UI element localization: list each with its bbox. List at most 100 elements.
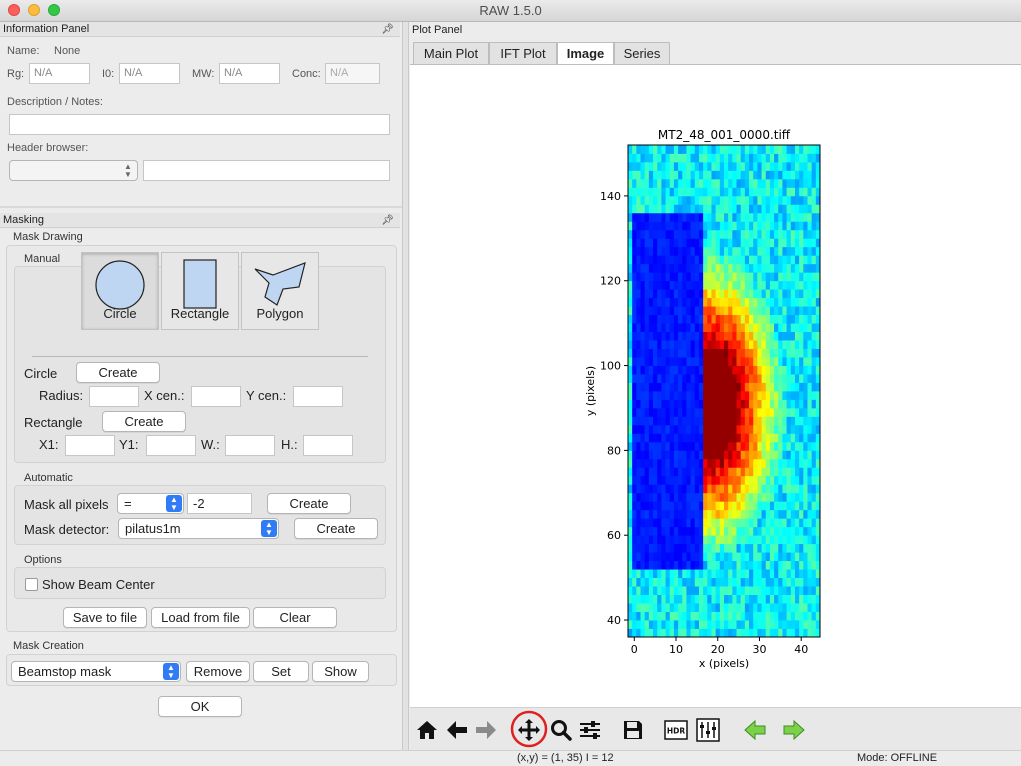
pin-icon[interactable]: 📌︎	[381, 215, 394, 226]
save-icon[interactable]	[621, 718, 645, 742]
chart-title: MT2_48_001_0000.tiff	[658, 128, 791, 142]
mask-detector-label: Mask detector:	[24, 522, 110, 537]
notes-label: Description / Notes:	[7, 96, 103, 108]
masking-panel-header: Masking 📌︎	[0, 213, 400, 228]
chevron-updown-icon: ▲ ▼	[166, 495, 182, 512]
header-browser-select[interactable]: ▲ ▼	[9, 160, 138, 181]
x-tick-label: 0	[631, 643, 638, 656]
mw-field[interactable]: N/A	[219, 63, 280, 84]
w-label: W.:	[201, 437, 220, 452]
zoom-window-button[interactable]	[48, 4, 60, 16]
heatmap-cells	[628, 145, 821, 638]
configure-subplots-icon[interactable]	[578, 718, 602, 742]
manual-label: Manual	[24, 253, 61, 265]
rectangle-create-button[interactable]: Create	[102, 411, 186, 432]
tab-series[interactable]: Series	[614, 42, 670, 64]
next-image-icon[interactable]	[782, 718, 806, 742]
radius-input[interactable]	[89, 386, 139, 407]
vertical-splitter[interactable]	[402, 22, 409, 750]
mw-label: MW:	[192, 68, 215, 80]
axes-frame	[627, 144, 821, 638]
hdr-icon[interactable]: HDR	[664, 718, 688, 742]
chevron-updown-icon: ▲ ▼	[124, 162, 132, 179]
header-browser-value[interactable]	[143, 160, 390, 181]
axis-ticks: 0 10 20 30 40 40 60 80 100 120 140	[600, 190, 808, 656]
information-panel-title: Information Panel	[3, 23, 90, 35]
previous-image-icon[interactable]	[743, 718, 767, 742]
detector-value: pilatus1m	[125, 521, 181, 536]
mask-drawing-label: Mask Drawing	[13, 231, 83, 243]
header-browser-label: Header browser:	[7, 142, 89, 154]
rg-label: Rg:	[7, 68, 25, 80]
mask-all-pixels-label: Mask all pixels	[24, 497, 109, 512]
y-tick-label: 120	[600, 275, 621, 288]
save-to-file-button[interactable]: Save to file	[63, 607, 147, 628]
w-input[interactable]	[225, 435, 275, 456]
y-axis-label: y (pixels)	[584, 366, 597, 416]
image-chart[interactable]: 0 10 20 30 40 40 60 80 100 120 140 MT2_48_001_0000…	[410, 65, 1021, 708]
tab-main-plot[interactable]: Main Plot	[413, 42, 489, 64]
set-button[interactable]: Set	[253, 661, 309, 682]
y-tick-label: 100	[600, 360, 621, 373]
mask-type-value: Beamstop mask	[18, 664, 112, 679]
mask-type-select[interactable]: Beamstop mask ▲ ▼	[11, 661, 181, 682]
panel-splitter[interactable]	[0, 206, 402, 208]
conc-field[interactable]: N/A	[325, 63, 380, 84]
minimize-window-button[interactable]	[28, 4, 40, 16]
mask-operator-select[interactable]: = ▲ ▼	[117, 493, 184, 514]
polygon-icon	[254, 262, 306, 306]
circle-tool-button[interactable]: Circle	[81, 252, 159, 330]
y1-input[interactable]	[146, 435, 196, 456]
circle-label: Circle	[24, 366, 58, 381]
show-button[interactable]: Show	[312, 661, 369, 682]
notes-field[interactable]	[9, 114, 390, 135]
mask-all-create-button[interactable]: Create	[267, 493, 351, 514]
circle-create-button[interactable]: Create	[76, 362, 160, 383]
detector-select[interactable]: pilatus1m ▲ ▼	[118, 518, 279, 539]
x-tick-label: 20	[711, 643, 725, 656]
pan-icon[interactable]	[517, 718, 541, 742]
window-title: RAW 1.5.0	[479, 3, 542, 18]
close-window-button[interactable]	[8, 4, 20, 16]
image-settings-icon[interactable]	[696, 718, 720, 742]
i0-label: I0:	[102, 68, 115, 80]
window-titlebar: RAW 1.5.0	[0, 0, 1021, 22]
mask-creation-label: Mask Creation	[13, 640, 84, 652]
h-input[interactable]	[303, 435, 353, 456]
load-from-file-button[interactable]: Load from file	[151, 607, 250, 628]
pin-icon[interactable]: 📌︎	[381, 24, 394, 35]
radius-label: Radius:	[39, 388, 84, 403]
mode-readout: Mode: OFFLINE	[857, 752, 938, 764]
x1-input[interactable]	[65, 435, 115, 456]
clear-button[interactable]: Clear	[253, 607, 337, 628]
back-icon[interactable]	[445, 718, 469, 742]
zoom-icon[interactable]	[549, 718, 573, 742]
show-beam-center-checkbox[interactable]	[25, 578, 38, 591]
remove-button[interactable]: Remove	[186, 661, 250, 682]
forward-icon[interactable]	[474, 718, 498, 742]
tab-ift-plot[interactable]: IFT Plot	[489, 42, 557, 64]
tab-image[interactable]: Image	[557, 42, 614, 64]
x-tick-label: 30	[752, 643, 766, 656]
i0-field[interactable]: N/A	[119, 63, 180, 84]
ok-button[interactable]: OK	[158, 696, 242, 717]
chevron-updown-icon: ▲ ▼	[163, 663, 179, 680]
mask-value-input[interactable]: -2	[187, 493, 252, 514]
mask-detector-create-button[interactable]: Create	[294, 518, 378, 539]
x-tick-label: 40	[794, 643, 808, 656]
y-cen-input[interactable]	[293, 386, 343, 407]
home-icon[interactable]	[415, 718, 439, 742]
rg-field[interactable]: N/A	[29, 63, 90, 84]
svg-text:HDR: HDR	[667, 727, 686, 736]
circle-icon	[95, 260, 145, 310]
plot-toolbar: HDR	[410, 707, 1021, 750]
x-cen-label: X cen.:	[144, 388, 185, 403]
rectangle-tool-button[interactable]: Rectangle	[161, 252, 239, 330]
polygon-tool-button[interactable]: Polygon	[241, 252, 319, 330]
y-tick-label: 60	[607, 529, 621, 542]
y1-label: Y1:	[119, 437, 139, 452]
mask-operator-value: =	[124, 496, 132, 511]
information-panel-header: Information Panel 📌︎	[0, 22, 400, 37]
x-cen-input[interactable]	[191, 386, 241, 407]
chevron-updown-icon: ▲ ▼	[261, 520, 277, 537]
